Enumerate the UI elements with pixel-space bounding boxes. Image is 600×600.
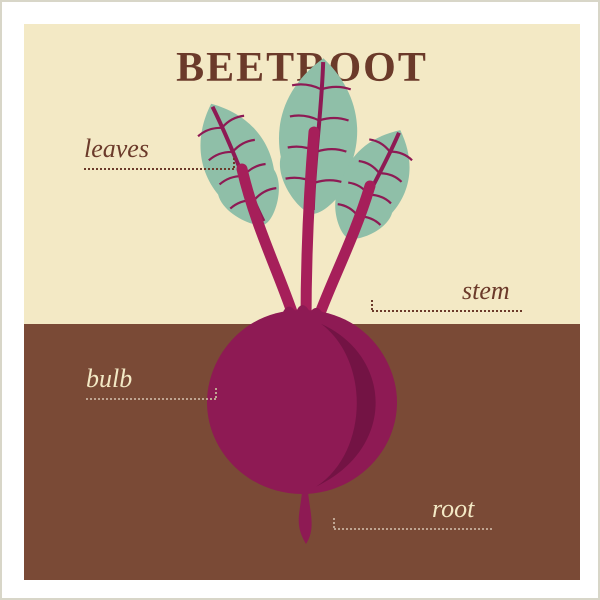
leader-leaves	[84, 168, 234, 170]
leader-root	[334, 528, 492, 530]
label-bulb: bulb	[86, 364, 132, 394]
leader-stem	[372, 310, 522, 312]
leader-bulb	[86, 398, 216, 400]
diagram-frame: BEETROOT leaves stem bulb root	[0, 0, 600, 600]
label-stem: stem	[462, 276, 510, 306]
diagram-canvas: BEETROOT leaves stem bulb root	[24, 24, 580, 580]
label-root: root	[432, 494, 474, 524]
label-leaves: leaves	[84, 134, 149, 164]
